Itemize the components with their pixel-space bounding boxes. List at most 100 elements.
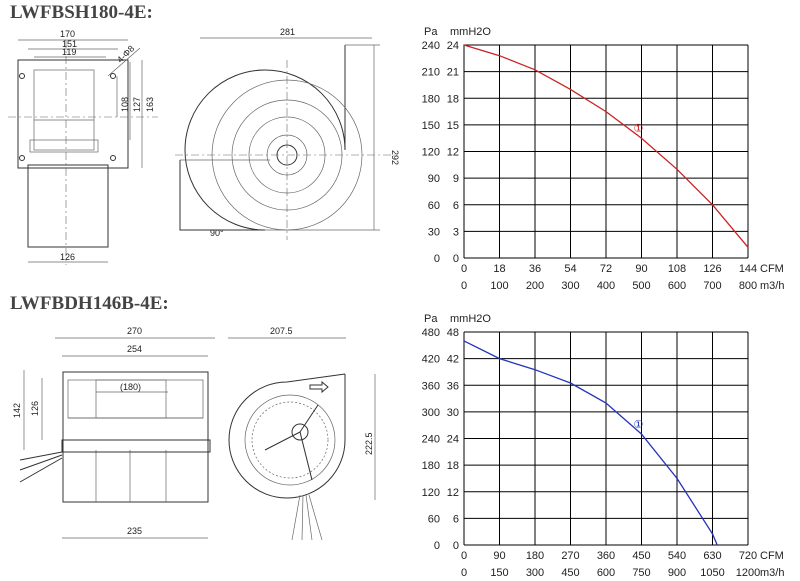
c1-pa-tick: 180 (422, 93, 440, 105)
c1-pa-tick: 90 (428, 173, 440, 185)
c2-cfm-tick: 270 (561, 550, 579, 562)
c1-mm-tick: 18 (447, 93, 459, 105)
c1-m3h-tick: 800 (739, 280, 757, 292)
c2-m3h-tick: 750 (632, 567, 650, 579)
c1-m3h-unit: m3/h (760, 280, 784, 292)
c2-cfm-tick: 360 (597, 550, 615, 562)
c2-mm-tick: 12 (447, 487, 459, 499)
c1-cfm-tick: 90 (635, 263, 647, 275)
c2-pa-tick: 420 (422, 354, 440, 366)
c1-curve-point (463, 44, 465, 46)
c2-m3h-tick: 300 (526, 567, 544, 579)
c1-pa-tick: 240 (422, 40, 440, 52)
c2-curve-point (534, 368, 536, 371)
c2-cfm-tick: 630 (703, 550, 721, 562)
dim-235: 235 (127, 526, 142, 536)
c1-pa-tick: 120 (422, 147, 440, 159)
c1-cfm-unit: CFM (760, 263, 784, 275)
c1-curve-point (498, 54, 501, 57)
c1-m3h-tick: 400 (597, 280, 615, 292)
c2-m3h-tick: 0 (461, 567, 467, 579)
c1-m3h-tick: 300 (561, 280, 579, 292)
c2-curve-point (711, 533, 714, 535)
model-title-2: LWFBDH146B-4E: (10, 293, 169, 314)
c1-mm-tick: 12 (447, 147, 459, 159)
c2-curve-point (569, 382, 572, 384)
front-view-1-flange (17, 59, 129, 169)
front-view-1: 170 151 119 4-Φ8 108 127 163 126 (8, 29, 158, 265)
c1-cfm-tick: 144 (739, 263, 757, 275)
c2-m3h-tick: 1200 (736, 567, 760, 579)
c2-curve-label: ① (634, 419, 644, 431)
c2-curve-point (605, 402, 607, 404)
c1-m3h-tick: 100 (490, 280, 508, 292)
c1-curve-point (605, 110, 607, 113)
c2-cfm-tick: 540 (668, 550, 686, 562)
dim-270: 270 (127, 326, 142, 336)
c2-mm-tick: 18 (447, 460, 459, 472)
dim-170: 170 (60, 29, 75, 39)
c2-cfm-tick: 0 (461, 550, 467, 562)
dim-180: (180) (120, 382, 141, 392)
c1-curve-point (569, 88, 572, 91)
c2-m3h-tick: 450 (561, 567, 579, 579)
c2-m3h-unit: m3/h (760, 567, 784, 579)
c2-mm-tick: 48 (447, 327, 459, 339)
c2-mm-tick: 6 (453, 513, 459, 525)
c1-mm-tick: 0 (453, 253, 459, 265)
c1-m3h-tick: 0 (461, 280, 467, 292)
scroll-housing-2 (228, 373, 346, 499)
dim-207-5: 207.5 (270, 326, 293, 336)
scroll-housing-1 (179, 45, 346, 231)
c2-cfm-tick: 450 (632, 550, 650, 562)
c2-pa-tick: 120 (422, 487, 440, 499)
c1-mm-tick: 21 (447, 67, 459, 79)
dim-254: 254 (127, 344, 142, 354)
c2-curve-point (716, 544, 719, 546)
c1-cfm-tick: 18 (493, 263, 505, 275)
c2-curve-point (640, 433, 643, 435)
dim-119: 119 (62, 47, 76, 57)
c1-curve-point (676, 168, 678, 171)
c2-performance-curve (463, 340, 718, 546)
c1-m3h-tick: 700 (703, 280, 721, 292)
c2-m3h-tick: 900 (668, 567, 686, 579)
front-view-2-housing (62, 371, 209, 503)
c2-curve-point (463, 340, 465, 342)
c1-mm-tick: 15 (447, 120, 459, 132)
c1-mm-tick: 24 (447, 40, 459, 52)
c2-curve-point (498, 357, 501, 360)
c2-pa-tick: 480 (422, 327, 440, 339)
c1-curve-point (711, 203, 714, 206)
c2-pa-tick: 240 (422, 434, 440, 446)
c2-m3h-tick: 150 (490, 567, 508, 579)
dim-281: 281 (280, 27, 295, 37)
front-view-1-outlet (27, 164, 109, 248)
c1-mm-tick: 6 (453, 200, 459, 212)
c2-pa-tick: 0 (434, 540, 440, 552)
c1-pa-tick: 0 (434, 253, 440, 265)
c1-m3h-tick: 200 (526, 280, 544, 292)
dim-292: 292 (390, 150, 400, 165)
c1-cfm-tick: 0 (461, 263, 467, 275)
dim-108: 108 (120, 97, 130, 112)
c1-mm-unit: mmH2O (450, 26, 491, 38)
dim-222-5: 222.5 (364, 432, 374, 455)
c2-cfm-tick: 720 (739, 550, 757, 562)
c1-cfm-tick: 36 (529, 263, 541, 275)
c1-pa-tick: 30 (428, 226, 440, 238)
c1-m3h-tick: 500 (632, 280, 650, 292)
c1-m3h-tick: 600 (668, 280, 686, 292)
c2-mm-tick: 0 (453, 540, 459, 552)
dim-127: 127 (132, 97, 142, 112)
side-view-2: 207.5 222.5 (228, 326, 376, 541)
c1-cfm-tick: 72 (600, 263, 612, 275)
c2-mm-tick: 42 (447, 354, 459, 366)
c1-curve-point (640, 137, 643, 139)
c2-pa-unit: Pa (424, 313, 438, 325)
side-view-1: 281 292 90° (175, 27, 400, 240)
model-title-1: LWFBSH180-4E: (10, 2, 153, 23)
c2-pa-tick: 300 (422, 407, 440, 419)
dim-90deg: 90° (210, 228, 224, 238)
